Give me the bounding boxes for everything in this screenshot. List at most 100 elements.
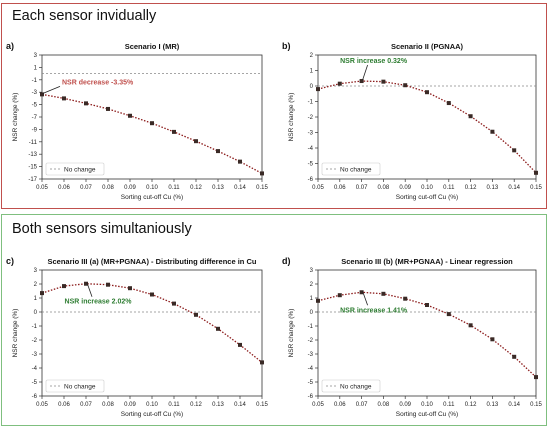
y-tick-label: -1 — [308, 324, 314, 330]
x-tick-label: 0.07 — [356, 402, 368, 408]
x-tick-label: 0.09 — [124, 185, 136, 191]
y-tick-label: -1 — [32, 324, 38, 330]
data-point — [62, 284, 66, 289]
y-tick-label: -3 — [32, 352, 38, 358]
x-tick-label: 0.05 — [36, 185, 48, 191]
section-title-simultaneous: Both sensors simultaniously — [12, 221, 192, 237]
data-point — [40, 291, 44, 296]
x-tick-label: 0.08 — [378, 402, 390, 408]
data-point — [40, 92, 44, 97]
data-point — [316, 298, 320, 303]
annotation-arrow — [42, 86, 61, 94]
x-tick-label: 0.14 — [234, 185, 246, 191]
data-point — [316, 87, 320, 92]
y-axis-label: NSR change (%) — [12, 309, 19, 358]
x-tick-label: 0.07 — [80, 185, 92, 191]
axes: 0.05 0.06 0.07 0.08 0.09 0.10 0.11 0.12 0.13 0.14… — [32, 268, 268, 408]
data-point — [337, 81, 342, 86]
y-tick-label: -6 — [308, 394, 314, 400]
plot-frame — [41, 269, 263, 397]
x-tick-label: 0.11 — [168, 185, 180, 191]
y-tick-label: -9 — [32, 127, 38, 133]
x-tick-label: 0.06 — [58, 185, 70, 191]
y-tick-label: -5 — [32, 103, 38, 109]
x-tick-label: 0.11 — [443, 185, 455, 191]
panel-c: c) Scenario III (a) (MR+PGNAA) - Distribu… — [4, 248, 268, 422]
data-point — [425, 90, 429, 95]
x-tick-label: 0.09 — [124, 402, 136, 408]
y-axis-label: NSR change (%) — [288, 309, 295, 358]
x-tick-label: 0.09 — [399, 402, 411, 408]
legend: No change — [45, 379, 105, 393]
data-point — [128, 113, 132, 118]
y-tick-label: -13 — [28, 152, 37, 158]
x-tick-label: 0.14 — [234, 402, 246, 408]
x-tick-label: 0.05 — [312, 402, 324, 408]
y-tick-label: 0 — [310, 84, 314, 90]
x-axis-label: Sorting cut-off Cu (%) — [121, 194, 183, 201]
y-tick-label: -6 — [308, 177, 314, 183]
legend: No change — [321, 379, 381, 393]
x-axis-label: Sorting cut-off Cu (%) — [396, 194, 458, 201]
axes: 0.05 0.06 0.07 0.08 0.09 0.10 0.11 0.12 0.13 0.14… — [308, 53, 542, 191]
y-tick-label: -3 — [308, 352, 314, 358]
y-tick-label: -5 — [32, 380, 38, 386]
y-tick-label: 2 — [34, 282, 38, 288]
chart-panel-a: a) Scenario I (MR) 0.05 0.06 0.07 0.08 0.09 0.1… — [6, 41, 268, 201]
x-tick-label: 0.11 — [168, 402, 180, 408]
data-point — [337, 293, 342, 298]
x-tick-label: 0.11 — [443, 402, 455, 408]
x-tick-label: 0.10 — [146, 185, 158, 191]
y-tick-label: -5 — [308, 380, 314, 386]
x-tick-label: 0.07 — [80, 402, 92, 408]
x-tick-label: 0.06 — [334, 402, 346, 408]
panel-a: a) Scenario I (MR) 0.05 0.06 0.07 0.08 0.09 0.1… — [4, 33, 268, 205]
legend-label: No change — [64, 167, 96, 174]
x-tick-label: 0.06 — [334, 185, 346, 191]
x-tick-label: 0.14 — [508, 185, 520, 191]
legend-frame — [321, 162, 381, 176]
data-point — [446, 101, 451, 106]
annotation: NSR decrease -3.35% — [42, 79, 134, 94]
panel-b: b) Scenario II (PGNAA) 0.05 0.06 0.07 0.08 0.0… — [280, 33, 542, 205]
data-point — [106, 106, 110, 111]
x-tick-label: 0.15 — [256, 185, 268, 191]
chart-panel-d: d) Scenario III (b) (MR+PGNAA) - Linear r… — [282, 256, 542, 418]
data-point — [216, 149, 220, 154]
data-point — [512, 354, 517, 359]
y-tick-label: 3 — [34, 268, 38, 274]
annotation-arrow — [362, 64, 368, 81]
x-axis-label: Sorting cut-off Cu (%) — [121, 411, 183, 418]
data-point — [468, 114, 473, 119]
annotation-label: NSR increase 0.32% — [340, 58, 408, 65]
y-tick-label: -11 — [29, 140, 38, 146]
annotation-label: NSR decrease -3.35% — [62, 79, 134, 86]
x-tick-label: 0.13 — [212, 185, 224, 191]
x-tick-label: 0.15 — [530, 185, 542, 191]
x-tick-label: 0.06 — [58, 402, 70, 408]
section-title-individual: Each sensor invidually — [12, 8, 157, 24]
x-tick-label: 0.15 — [530, 402, 542, 408]
data-point — [194, 312, 198, 317]
data-point — [216, 326, 220, 331]
x-tick-label: 0.12 — [465, 402, 477, 408]
plot-frame — [317, 269, 537, 397]
x-tick-label: 0.12 — [465, 185, 477, 191]
series-line — [41, 93, 263, 174]
data-point — [490, 129, 495, 134]
panel-letter: c) — [6, 256, 14, 266]
chart-title: Scenario II (PGNAA) — [391, 42, 464, 51]
data-point — [260, 360, 264, 365]
legend-frame — [321, 379, 381, 393]
data-point — [381, 79, 386, 84]
x-tick-label: 0.14 — [508, 402, 520, 408]
y-tick-label: 3 — [310, 268, 314, 274]
x-tick-label: 0.10 — [421, 185, 433, 191]
x-tick-label: 0.08 — [378, 185, 390, 191]
annotation-label: NSR increase 2.02% — [65, 299, 133, 306]
y-tick-label: -1 — [32, 78, 38, 84]
x-tick-label: 0.15 — [256, 402, 268, 408]
legend-label: No change — [340, 384, 372, 391]
y-tick-label: -15 — [28, 165, 37, 171]
y-tick-label: -4 — [32, 366, 38, 372]
